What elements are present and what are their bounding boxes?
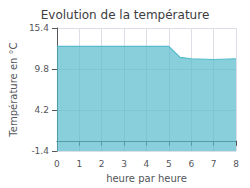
svg-text:8: 8 — [233, 159, 239, 169]
svg-text:4: 4 — [144, 159, 150, 169]
svg-text:heure par heure: heure par heure — [106, 173, 187, 184]
svg-text:Evolution de la température: Evolution de la température — [41, 8, 210, 22]
svg-text:5: 5 — [166, 159, 172, 169]
svg-text:2: 2 — [99, 159, 105, 169]
svg-text:9.8: 9.8 — [35, 64, 50, 74]
svg-text:15.4: 15.4 — [29, 23, 49, 33]
svg-text:7: 7 — [211, 159, 217, 169]
svg-text:4.2: 4.2 — [35, 105, 49, 115]
svg-text:0: 0 — [54, 159, 60, 169]
svg-text:Température en °C: Température en °C — [8, 42, 19, 137]
svg-text:3: 3 — [121, 159, 127, 169]
svg-text:6: 6 — [188, 159, 194, 169]
svg-text:-1.4: -1.4 — [31, 146, 49, 156]
svg-text:1: 1 — [76, 159, 82, 169]
